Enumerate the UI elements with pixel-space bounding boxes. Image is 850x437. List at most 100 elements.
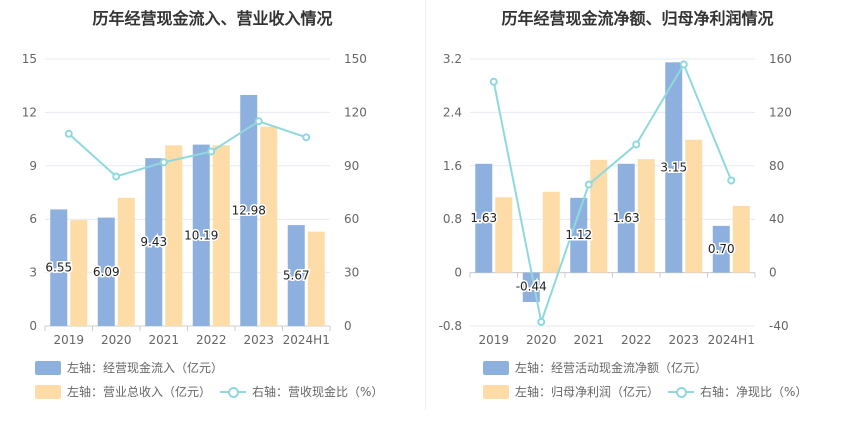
chart-title: 历年经营现金流入、营业收入情况 bbox=[92, 9, 333, 28]
bar-data-label: 9.43 bbox=[140, 235, 167, 249]
legend-item-revenue[interactable]: 左轴：营业总收入（亿元） bbox=[35, 383, 211, 400]
legend-item-cash-inflow[interactable]: 左轴：经营现金流入（亿元） bbox=[35, 359, 223, 376]
legend-item-ratio[interactable]: 右轴：营收现金比（%） bbox=[220, 383, 383, 400]
bar-data-label: 1.63 bbox=[470, 211, 497, 225]
bar-secondary bbox=[590, 159, 608, 273]
right-axis-tick-label: 0 bbox=[344, 319, 352, 333]
bar-primary bbox=[97, 217, 115, 326]
bar-secondary bbox=[260, 126, 278, 326]
legend-label: 右轴：营收现金比（%） bbox=[252, 385, 384, 399]
bar-data-label: 1.12 bbox=[565, 228, 592, 242]
legend-label: 左轴：归母净利润（亿元） bbox=[515, 385, 660, 399]
x-axis-tick-label: 2024H1 bbox=[283, 333, 330, 347]
legend-label: 左轴：经营活动现金流净额（亿元） bbox=[515, 361, 708, 375]
x-axis-tick-label: 2021 bbox=[148, 333, 179, 347]
x-axis-tick-label: 2022 bbox=[621, 333, 652, 347]
ratio-point bbox=[64, 129, 73, 138]
bar-data-label: 0.70 bbox=[708, 242, 735, 256]
left-axis-tick-label: 3 bbox=[29, 266, 37, 280]
bar-data-label: -0.44 bbox=[516, 280, 547, 294]
ratio-point bbox=[679, 60, 688, 69]
x-axis-tick-label: 2023 bbox=[243, 333, 274, 347]
ratio-point bbox=[584, 180, 593, 189]
chart-panel-net-cash: 历年经营现金流净额、归母净利润情况 3.2 2.4 1.6 0.8 0 -0.8 160 12… bbox=[425, 0, 850, 437]
ratio-line bbox=[68, 120, 307, 178]
left-axis-tick-label: 0 bbox=[454, 266, 462, 280]
ratio-point bbox=[727, 176, 736, 185]
bar-secondary bbox=[542, 191, 560, 273]
left-axis-tick-label: 9 bbox=[29, 159, 37, 173]
legend-item-net-cash[interactable]: 左轴：经营活动现金流净额（亿元） bbox=[483, 359, 707, 376]
x-axis-tick-label: 2022 bbox=[196, 333, 227, 347]
legend-swatch-blue bbox=[483, 360, 509, 375]
panel-divider bbox=[425, 0, 426, 410]
left-axis-tick-label: 15 bbox=[22, 52, 37, 66]
bar-data-label: 6.09 bbox=[93, 265, 120, 279]
chart-panel-cash-inflow: 历年经营现金流入、营业收入情况 15 12 9 6 3 0 150 120 90 60 30 0 201… bbox=[22, 9, 384, 400]
ratio-point bbox=[632, 140, 641, 149]
bar-secondary bbox=[307, 231, 325, 326]
bar-primary bbox=[475, 163, 493, 273]
ratio-point bbox=[112, 172, 121, 181]
bar-secondary bbox=[685, 139, 703, 273]
bar-data-label: 10.19 bbox=[184, 228, 218, 242]
left-axis-tick-label: 6 bbox=[29, 212, 37, 226]
bar-secondary bbox=[165, 145, 183, 326]
x-axis-tick-label: 2020 bbox=[526, 333, 557, 347]
bar-secondary bbox=[117, 197, 135, 326]
bar-secondary bbox=[637, 159, 655, 273]
bar-data-label: 5.67 bbox=[283, 269, 310, 283]
bar-data-label: 12.98 bbox=[232, 203, 266, 217]
left-axis-tick-label: -0.8 bbox=[439, 319, 462, 333]
bar-primary bbox=[287, 225, 305, 326]
x-axis-tick-label: 2019 bbox=[478, 333, 509, 347]
ratio-line bbox=[492, 62, 733, 326]
right-axis-tick-label: 30 bbox=[344, 266, 359, 280]
right-axis-tick-label: 60 bbox=[344, 212, 359, 226]
x-axis-tick-label: 2019 bbox=[53, 333, 84, 347]
ratio-point bbox=[207, 147, 216, 156]
left-axis-tick-label: 1.6 bbox=[443, 159, 462, 173]
x-axis-tick-label: 2023 bbox=[668, 333, 699, 347]
legend-line-marker-icon bbox=[668, 385, 694, 399]
ratio-point bbox=[302, 133, 311, 142]
right-axis-tick-label: 150 bbox=[344, 52, 367, 66]
bar-secondary bbox=[70, 220, 88, 326]
bar-primary bbox=[192, 144, 210, 326]
left-axis-tick-label: 0.8 bbox=[443, 212, 462, 226]
legend-line-marker-icon bbox=[220, 385, 246, 399]
legend-label: 左轴：营业总收入（亿元） bbox=[67, 385, 212, 399]
ratio-point bbox=[159, 158, 168, 167]
chart-title: 历年经营现金流净额、归母净利润情况 bbox=[501, 9, 774, 28]
bar-primary bbox=[145, 158, 163, 326]
right-axis-tick-label: 160 bbox=[769, 52, 792, 66]
legend-swatch-orange bbox=[35, 384, 61, 399]
right-axis-tick-label: -40 bbox=[769, 319, 789, 333]
right-axis-tick-label: 120 bbox=[344, 105, 367, 119]
chart-plot-area: 3.2 2.4 1.6 0.8 0 -0.8 160 120 80 40 0 -40 2019 2020 2… bbox=[439, 52, 792, 347]
left-axis-tick-label: 3.2 bbox=[443, 52, 462, 66]
bar-data-label: 6.55 bbox=[45, 261, 72, 275]
right-axis-tick-label: 80 bbox=[769, 159, 784, 173]
x-axis-tick-label: 2021 bbox=[573, 333, 604, 347]
bar-primary bbox=[617, 163, 635, 273]
legend-item-net-ratio[interactable]: 右轴：净现比（%） bbox=[668, 383, 807, 400]
left-axis-tick-label: 2.4 bbox=[443, 105, 462, 119]
bar-secondary bbox=[212, 145, 230, 326]
legend-label: 左轴：经营现金流入（亿元） bbox=[67, 361, 224, 375]
legend-item-net-profit[interactable]: 左轴：归母净利润（亿元） bbox=[483, 383, 659, 400]
right-axis-tick-label: 0 bbox=[769, 266, 777, 280]
x-axis-tick-label: 2024H1 bbox=[708, 333, 755, 347]
ratio-point bbox=[537, 317, 546, 326]
ratio-point bbox=[489, 77, 498, 86]
bar-primary bbox=[50, 209, 68, 326]
left-axis-tick-label: 0 bbox=[29, 319, 37, 333]
bar-primary bbox=[712, 225, 730, 273]
bar-primary bbox=[240, 94, 258, 327]
bar-primary bbox=[570, 197, 588, 273]
legend-swatch-orange bbox=[483, 384, 509, 399]
bar-data-label: 3.15 bbox=[660, 160, 687, 174]
bar-primary bbox=[665, 62, 683, 273]
bar-secondary bbox=[732, 205, 750, 273]
